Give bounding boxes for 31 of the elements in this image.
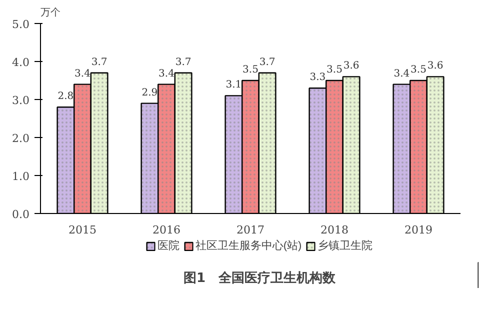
data-label: 3.7 [259,56,276,68]
data-label: 2.9 [142,87,158,98]
legend-label: 社区卫生服务中心(站) [195,238,302,253]
data-label: 3.4 [158,68,174,80]
y-tick-label: 2.0 [12,132,30,145]
x-tick-label: 2017 [236,224,265,236]
y-tick-label: 1.0 [12,170,30,183]
x-tick-label: 2015 [68,224,97,236]
y-axis-title: 万个 [40,6,60,18]
y-tick-label: 5.0 [12,18,30,31]
data-label: 3.6 [427,60,444,72]
data-label: 3.5 [242,64,258,76]
data-label: 3.4 [394,68,410,80]
data-label: 3.4 [74,68,90,80]
data-label: 3.5 [326,64,342,76]
x-tick-label: 2019 [404,224,433,236]
legend-label: 医院 [157,239,180,253]
x-tick-label: 2018 [320,224,349,236]
data-label: 3.1 [226,80,242,91]
data-label: 2.8 [58,91,74,102]
data-label: 3.7 [91,56,108,68]
text: 图1 全国医疗卫生机构数 [183,270,337,286]
x-tick-label: 2016 [152,224,181,236]
data-label: 3.6 [343,60,360,72]
data-label: 3.7 [175,56,192,68]
legend-label: 乡镇卫生院 [318,239,373,253]
y-tick-label: 3.0 [12,94,30,107]
y-tick-label: 4.0 [12,56,30,69]
data-label: 3.5 [410,64,426,76]
y-tick-label: 0.0 [12,208,30,221]
data-label: 3.3 [310,72,326,84]
